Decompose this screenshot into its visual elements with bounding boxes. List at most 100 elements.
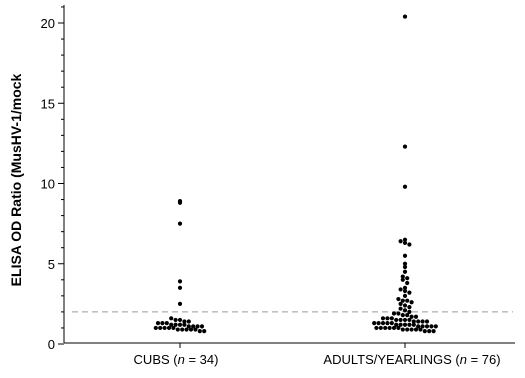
data-point bbox=[402, 269, 408, 274]
data-point bbox=[394, 322, 399, 327]
data-point bbox=[411, 322, 416, 327]
data-point bbox=[413, 314, 419, 319]
data-point bbox=[391, 325, 397, 331]
data-point bbox=[389, 316, 394, 321]
data-point bbox=[405, 280, 410, 286]
data-point bbox=[385, 321, 390, 326]
data-point bbox=[396, 311, 401, 316]
data-point bbox=[407, 322, 412, 327]
data-point bbox=[193, 327, 198, 332]
data-point bbox=[197, 329, 202, 334]
data-point bbox=[407, 317, 412, 323]
category-name: CUBS ( bbox=[134, 352, 179, 367]
data-point bbox=[387, 325, 392, 331]
x-category-label: CUBS (n = 34) bbox=[134, 352, 219, 367]
data-point bbox=[177, 285, 183, 290]
data-point bbox=[372, 321, 377, 326]
data-point bbox=[398, 239, 403, 244]
category-n-symbol: n bbox=[178, 352, 185, 367]
data-point bbox=[411, 319, 416, 324]
data-point bbox=[405, 327, 410, 332]
data-point bbox=[164, 321, 169, 326]
data-point bbox=[175, 327, 180, 332]
data-point bbox=[162, 325, 167, 331]
data-point bbox=[376, 321, 381, 326]
data-point bbox=[402, 261, 408, 266]
data-point bbox=[180, 327, 185, 332]
data-point bbox=[153, 325, 158, 331]
y-axis-label: ELISA OD Ratio (MusHV-1/mock bbox=[8, 73, 24, 286]
data-point bbox=[195, 324, 200, 329]
y-tick-label: 20 bbox=[41, 16, 55, 31]
data-point bbox=[402, 303, 408, 308]
data-point bbox=[396, 296, 401, 302]
data-point bbox=[160, 321, 165, 326]
data-point bbox=[186, 324, 191, 329]
data-point bbox=[427, 329, 432, 334]
data-point bbox=[407, 242, 412, 247]
data-point bbox=[169, 316, 174, 321]
data-point bbox=[405, 298, 410, 303]
data-point bbox=[402, 322, 408, 327]
data-point bbox=[424, 324, 430, 329]
data-point bbox=[409, 314, 414, 319]
data-point bbox=[202, 329, 207, 334]
data-point bbox=[422, 329, 427, 334]
data-point bbox=[400, 327, 405, 332]
data-point bbox=[374, 325, 379, 331]
data-point bbox=[191, 324, 196, 329]
data-point bbox=[188, 327, 194, 332]
data-point bbox=[416, 324, 421, 329]
axes bbox=[63, 5, 515, 344]
data-point bbox=[400, 277, 405, 282]
data-point bbox=[177, 322, 183, 327]
data-point bbox=[169, 322, 174, 327]
category-n-symbol: n bbox=[460, 352, 467, 367]
y-tick-label: 5 bbox=[48, 257, 55, 272]
data-point bbox=[398, 317, 403, 323]
data-point bbox=[378, 325, 383, 331]
data-point bbox=[405, 313, 410, 318]
data-point bbox=[407, 309, 412, 314]
data-point bbox=[199, 324, 205, 329]
data-point bbox=[182, 319, 187, 324]
data-point bbox=[177, 279, 183, 284]
data-point bbox=[380, 316, 386, 321]
data-point bbox=[155, 321, 161, 326]
data-point bbox=[402, 237, 408, 242]
data-point bbox=[177, 221, 183, 226]
data-point bbox=[177, 301, 183, 306]
data-point bbox=[177, 199, 183, 204]
data-point bbox=[409, 300, 414, 305]
data-point bbox=[400, 313, 405, 318]
data-point bbox=[398, 306, 403, 311]
data-point bbox=[402, 308, 408, 313]
data-point bbox=[413, 327, 419, 332]
data-point bbox=[186, 319, 191, 324]
data-point bbox=[400, 298, 405, 303]
data-point bbox=[177, 317, 183, 323]
data-point bbox=[398, 287, 403, 292]
data-point bbox=[402, 184, 408, 189]
data-point bbox=[402, 317, 408, 323]
y-tick-label: 10 bbox=[41, 177, 55, 192]
data-point bbox=[402, 285, 408, 290]
data-point bbox=[431, 329, 436, 334]
data-point bbox=[433, 324, 438, 329]
data-point bbox=[402, 293, 408, 298]
data-point bbox=[166, 325, 172, 331]
x-category-labels: CUBS (n = 34) ADULTS/YEARLINGS (n = 76) bbox=[134, 343, 501, 367]
y-tick-label: 0 bbox=[48, 337, 55, 352]
data-point bbox=[409, 327, 414, 332]
data-point bbox=[394, 317, 399, 323]
data-point bbox=[424, 319, 430, 324]
y-ticks: 0 5 10 15 20 bbox=[41, 6, 64, 352]
data-point bbox=[400, 274, 405, 279]
data-point bbox=[405, 276, 410, 281]
data-points bbox=[153, 14, 438, 334]
data-point bbox=[407, 290, 412, 295]
data-point bbox=[420, 319, 425, 324]
data-point bbox=[416, 319, 421, 324]
category-name: ADULTS/YEARLINGS ( bbox=[323, 352, 460, 367]
